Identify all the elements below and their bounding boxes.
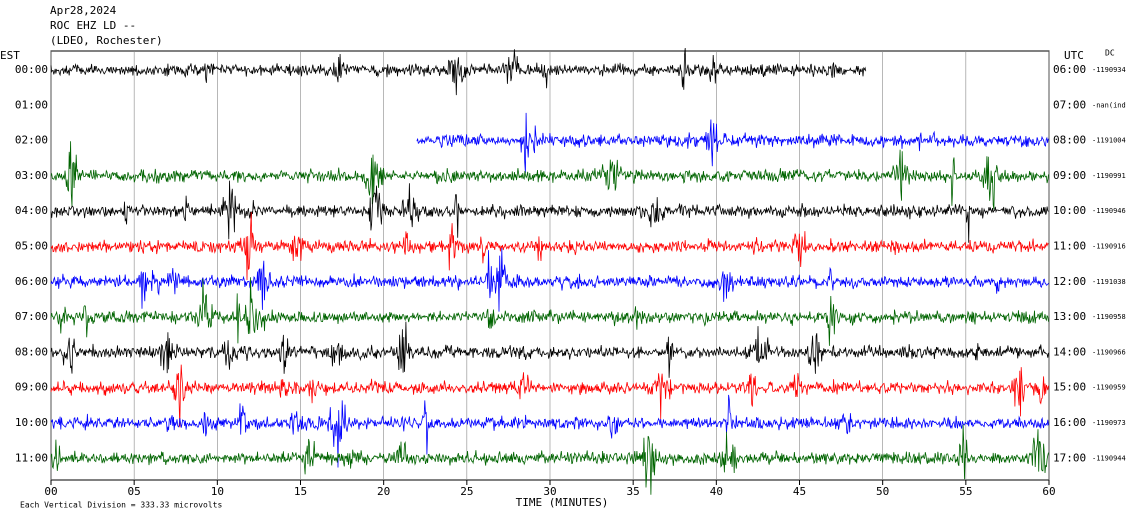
trace — [50, 47, 867, 96]
title-line: Apr28,2024 — [50, 4, 117, 17]
x-tick-label: 45 — [793, 485, 806, 498]
row-offset: -1191038 — [1092, 278, 1126, 286]
utc-label: 14:00 — [1053, 345, 1086, 358]
row-offset: -nan(ind — [1092, 101, 1126, 109]
trace — [50, 394, 1049, 468]
x-axis-label: TIME (MINUTES) — [516, 496, 609, 509]
row-offset: -1190946 — [1092, 207, 1126, 215]
x-tick-label: 55 — [959, 485, 972, 498]
x-tick-label: 00 — [44, 485, 57, 498]
est-label: 11:00 — [15, 451, 48, 464]
row-offset: -1190966 — [1092, 348, 1126, 356]
footnote: Each Vertical Division = 333.33 microvol… — [20, 501, 222, 510]
x-tick-label: 35 — [627, 485, 640, 498]
row-offset: -1190916 — [1092, 243, 1126, 251]
x-tick-label: 60 — [1042, 485, 1055, 498]
x-tick-label: 20 — [377, 485, 390, 498]
row-offset: -1190958 — [1092, 313, 1126, 321]
trace — [50, 277, 1049, 346]
x-tick-label: 15 — [294, 485, 307, 498]
trace — [50, 180, 1049, 243]
trace — [416, 112, 1049, 174]
x-tick-label: 10 — [211, 485, 224, 498]
utc-label: 16:00 — [1053, 416, 1086, 429]
trace — [50, 248, 1049, 312]
est-label: 09:00 — [15, 381, 48, 394]
trace — [50, 364, 1049, 428]
est-label: 04:00 — [15, 204, 48, 217]
row-offset: -1190991 — [1092, 172, 1126, 180]
right-note: DC — [1105, 49, 1115, 58]
est-label: 06:00 — [15, 275, 48, 288]
trace — [50, 212, 1049, 281]
utc-label: 08:00 — [1053, 134, 1086, 147]
row-offset: -1190959 — [1092, 384, 1126, 392]
est-label: 05:00 — [15, 240, 48, 253]
trace — [50, 321, 1049, 378]
utc-label: 09:00 — [1053, 169, 1086, 182]
est-label: 10:00 — [15, 416, 48, 429]
x-tick-label: 30 — [543, 485, 556, 498]
utc-label: 11:00 — [1053, 240, 1086, 253]
utc-label: 12:00 — [1053, 275, 1086, 288]
est-label: 07:00 — [15, 310, 48, 323]
utc-label: 07:00 — [1053, 98, 1086, 111]
est-label: 02:00 — [15, 134, 48, 147]
title-line: ROC EHZ LD -- — [50, 19, 136, 32]
utc-label: 06:00 — [1053, 63, 1086, 76]
row-offset: -1191004 — [1092, 137, 1126, 145]
utc-label: 13:00 — [1053, 310, 1086, 323]
row-offset: -1190934 — [1092, 66, 1126, 74]
row-offset: -1190973 — [1092, 419, 1126, 427]
utc-label: 10:00 — [1053, 204, 1086, 217]
title-line: (LDEO, Rochester) — [50, 34, 163, 47]
utc-label: 17:00 — [1053, 451, 1086, 464]
row-offset: -1190944 — [1092, 454, 1126, 462]
est-label: 08:00 — [15, 345, 48, 358]
left-axis-label: EST — [0, 49, 20, 62]
trace — [50, 424, 1049, 495]
right-axis-label: UTC — [1064, 49, 1084, 62]
est-label: 01:00 — [15, 98, 48, 111]
x-tick-label: 40 — [710, 485, 723, 498]
utc-label: 15:00 — [1053, 381, 1086, 394]
trace — [50, 141, 1049, 210]
est-label: 00:00 — [15, 63, 48, 76]
x-tick-label: 05 — [128, 485, 141, 498]
x-tick-label: 50 — [876, 485, 889, 498]
x-tick-label: 25 — [460, 485, 473, 498]
est-label: 03:00 — [15, 169, 48, 182]
